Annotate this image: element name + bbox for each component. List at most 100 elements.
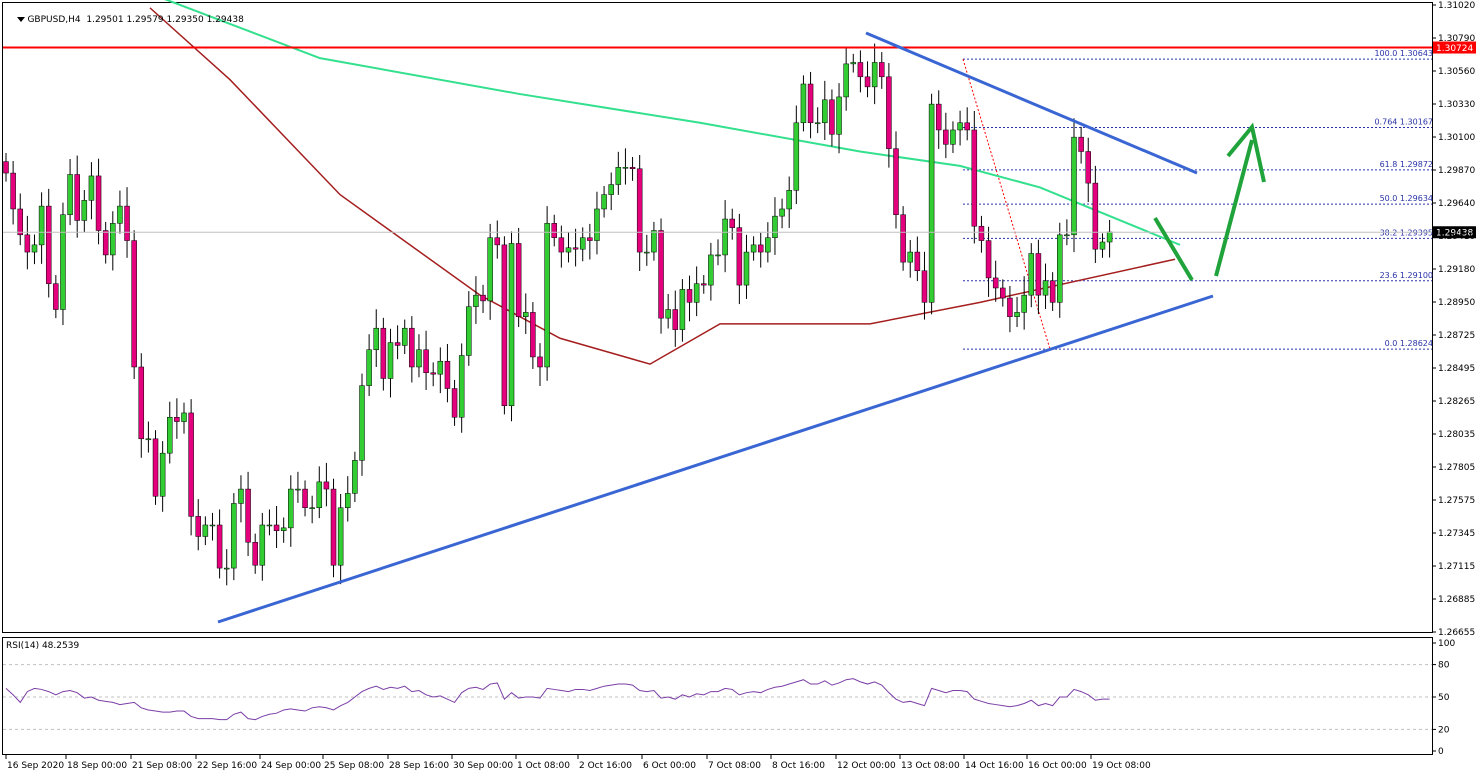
ma-green-line	[164, 0, 1181, 246]
candle-bear	[430, 372, 436, 375]
candle-bull	[565, 247, 572, 253]
candle-bull	[60, 214, 66, 310]
candle-bull	[715, 254, 721, 257]
candle-bear	[216, 524, 223, 569]
time-tick-label: 14 Oct 16:00	[965, 761, 1024, 771]
candle-bull	[907, 251, 913, 263]
arrow-down-segment	[1153, 216, 1194, 282]
price-tick-label: 1.30330	[1438, 100, 1475, 110]
candle-bull	[366, 349, 372, 386]
resistance-trendline	[865, 31, 1198, 175]
candle-bull	[1021, 294, 1027, 313]
candle-bull	[679, 289, 686, 330]
candle-bull	[836, 96, 842, 135]
candle-bear	[515, 243, 522, 317]
candle-bull	[309, 507, 315, 509]
candle-bear	[893, 148, 899, 215]
candle-bull	[458, 355, 465, 418]
price-tick-label: 1.27345	[1438, 529, 1475, 539]
time-tick-label: 28 Sep 16:00	[389, 761, 449, 771]
fib-swing-line	[962, 59, 1051, 350]
candle-bull	[231, 503, 237, 569]
candle-bear	[252, 541, 258, 566]
candle-bear	[188, 412, 194, 517]
candle-bull	[1106, 231, 1113, 243]
candle-bull	[238, 488, 244, 504]
candle-bear	[1035, 253, 1042, 296]
candle-bear	[102, 230, 109, 256]
candle-bull	[601, 194, 607, 210]
candle-bull	[871, 62, 878, 88]
candle-bull	[352, 460, 358, 494]
candle-bull	[786, 190, 792, 210]
candle-bear	[964, 122, 970, 131]
price-tick-label: 1.26885	[1438, 595, 1475, 605]
price-tick-label: 1.27115	[1438, 562, 1475, 572]
time-tick-label: 16 Oct 00:00	[1028, 761, 1087, 771]
candle-bull	[359, 385, 365, 461]
fib-level-label: 23.6 1.29100	[1380, 271, 1433, 280]
candle-bear	[501, 244, 508, 407]
fib-level-label: 0.0 1.28624	[1385, 339, 1433, 348]
candle-bull	[266, 524, 273, 527]
arrow-up-shaft	[1214, 139, 1254, 277]
time-tick-label: 7 Oct 08:00	[708, 761, 761, 771]
candle-bull	[594, 208, 600, 241]
candle-bull	[259, 524, 266, 566]
fib-level-label: 0.764 1.30167	[1374, 118, 1433, 127]
fib-level-label: 38.2 1.29395	[1380, 228, 1433, 237]
candle-bear	[131, 240, 137, 368]
candle-bear	[24, 234, 31, 253]
candle-bull	[223, 567, 230, 570]
candle-bear	[558, 237, 565, 253]
candle-bear	[879, 62, 885, 78]
candle-bull	[345, 493, 351, 508]
rsi-tick-label: 80	[1438, 661, 1450, 671]
candle-bull	[288, 488, 294, 529]
candle-bear	[380, 327, 387, 379]
current-price-badge	[1433, 226, 1476, 239]
rsi-tick-label: 100	[1438, 639, 1455, 649]
fibonacci-layer: 100.0 1.30643 0.764 1.30167 61.8 1.29872 50…	[962, 49, 1433, 350]
candle-bull	[800, 83, 807, 124]
resistance-badge-label: 1.30724	[1436, 44, 1473, 54]
price-tick-label: 1.26655	[1438, 628, 1475, 638]
candle-bull	[387, 342, 394, 379]
price-tick-label: 1.28725	[1438, 331, 1475, 341]
price-tick-label: 1.29180	[1438, 265, 1475, 275]
candle-bear	[864, 76, 871, 88]
rsi-line	[5, 678, 1110, 721]
candle-bull	[88, 175, 95, 201]
candle-bear	[857, 62, 864, 78]
candle-bull	[38, 205, 45, 246]
candle-bull	[401, 327, 408, 346]
candle-bull	[708, 254, 714, 286]
time-tick-label: 8 Oct 16:00	[772, 761, 825, 771]
candle-bull	[1057, 234, 1063, 303]
candle-bear	[480, 294, 486, 302]
candle-bear	[1007, 297, 1013, 317]
candle-bear	[537, 356, 543, 368]
price-tick-label: 1.27575	[1438, 496, 1475, 506]
price-tick-label: 1.29410	[1438, 232, 1475, 242]
candle-bear	[672, 309, 679, 330]
candle-bear	[494, 237, 501, 246]
candle-bear	[921, 270, 928, 303]
candle-bear	[323, 481, 330, 490]
time-tick-label: 30 Sep 00:00	[453, 761, 513, 771]
time-tick-label: 12 Oct 00:00	[837, 761, 896, 771]
candle-bear	[10, 172, 16, 210]
candle-bear	[943, 129, 949, 145]
candle-bear	[978, 225, 985, 241]
candle-bear	[992, 277, 999, 289]
candle-bull	[843, 63, 849, 98]
candle-bear	[174, 417, 180, 422]
candle-bear	[729, 218, 735, 228]
time-tick-label: 25 Sep 08:00	[324, 761, 384, 771]
candle-bull	[117, 205, 123, 224]
rsi-tick-label: 0	[1438, 747, 1444, 757]
candle-bear	[1000, 287, 1006, 299]
candle-bull	[202, 524, 209, 537]
time-tick-label: 6 Oct 00:00	[643, 761, 696, 771]
